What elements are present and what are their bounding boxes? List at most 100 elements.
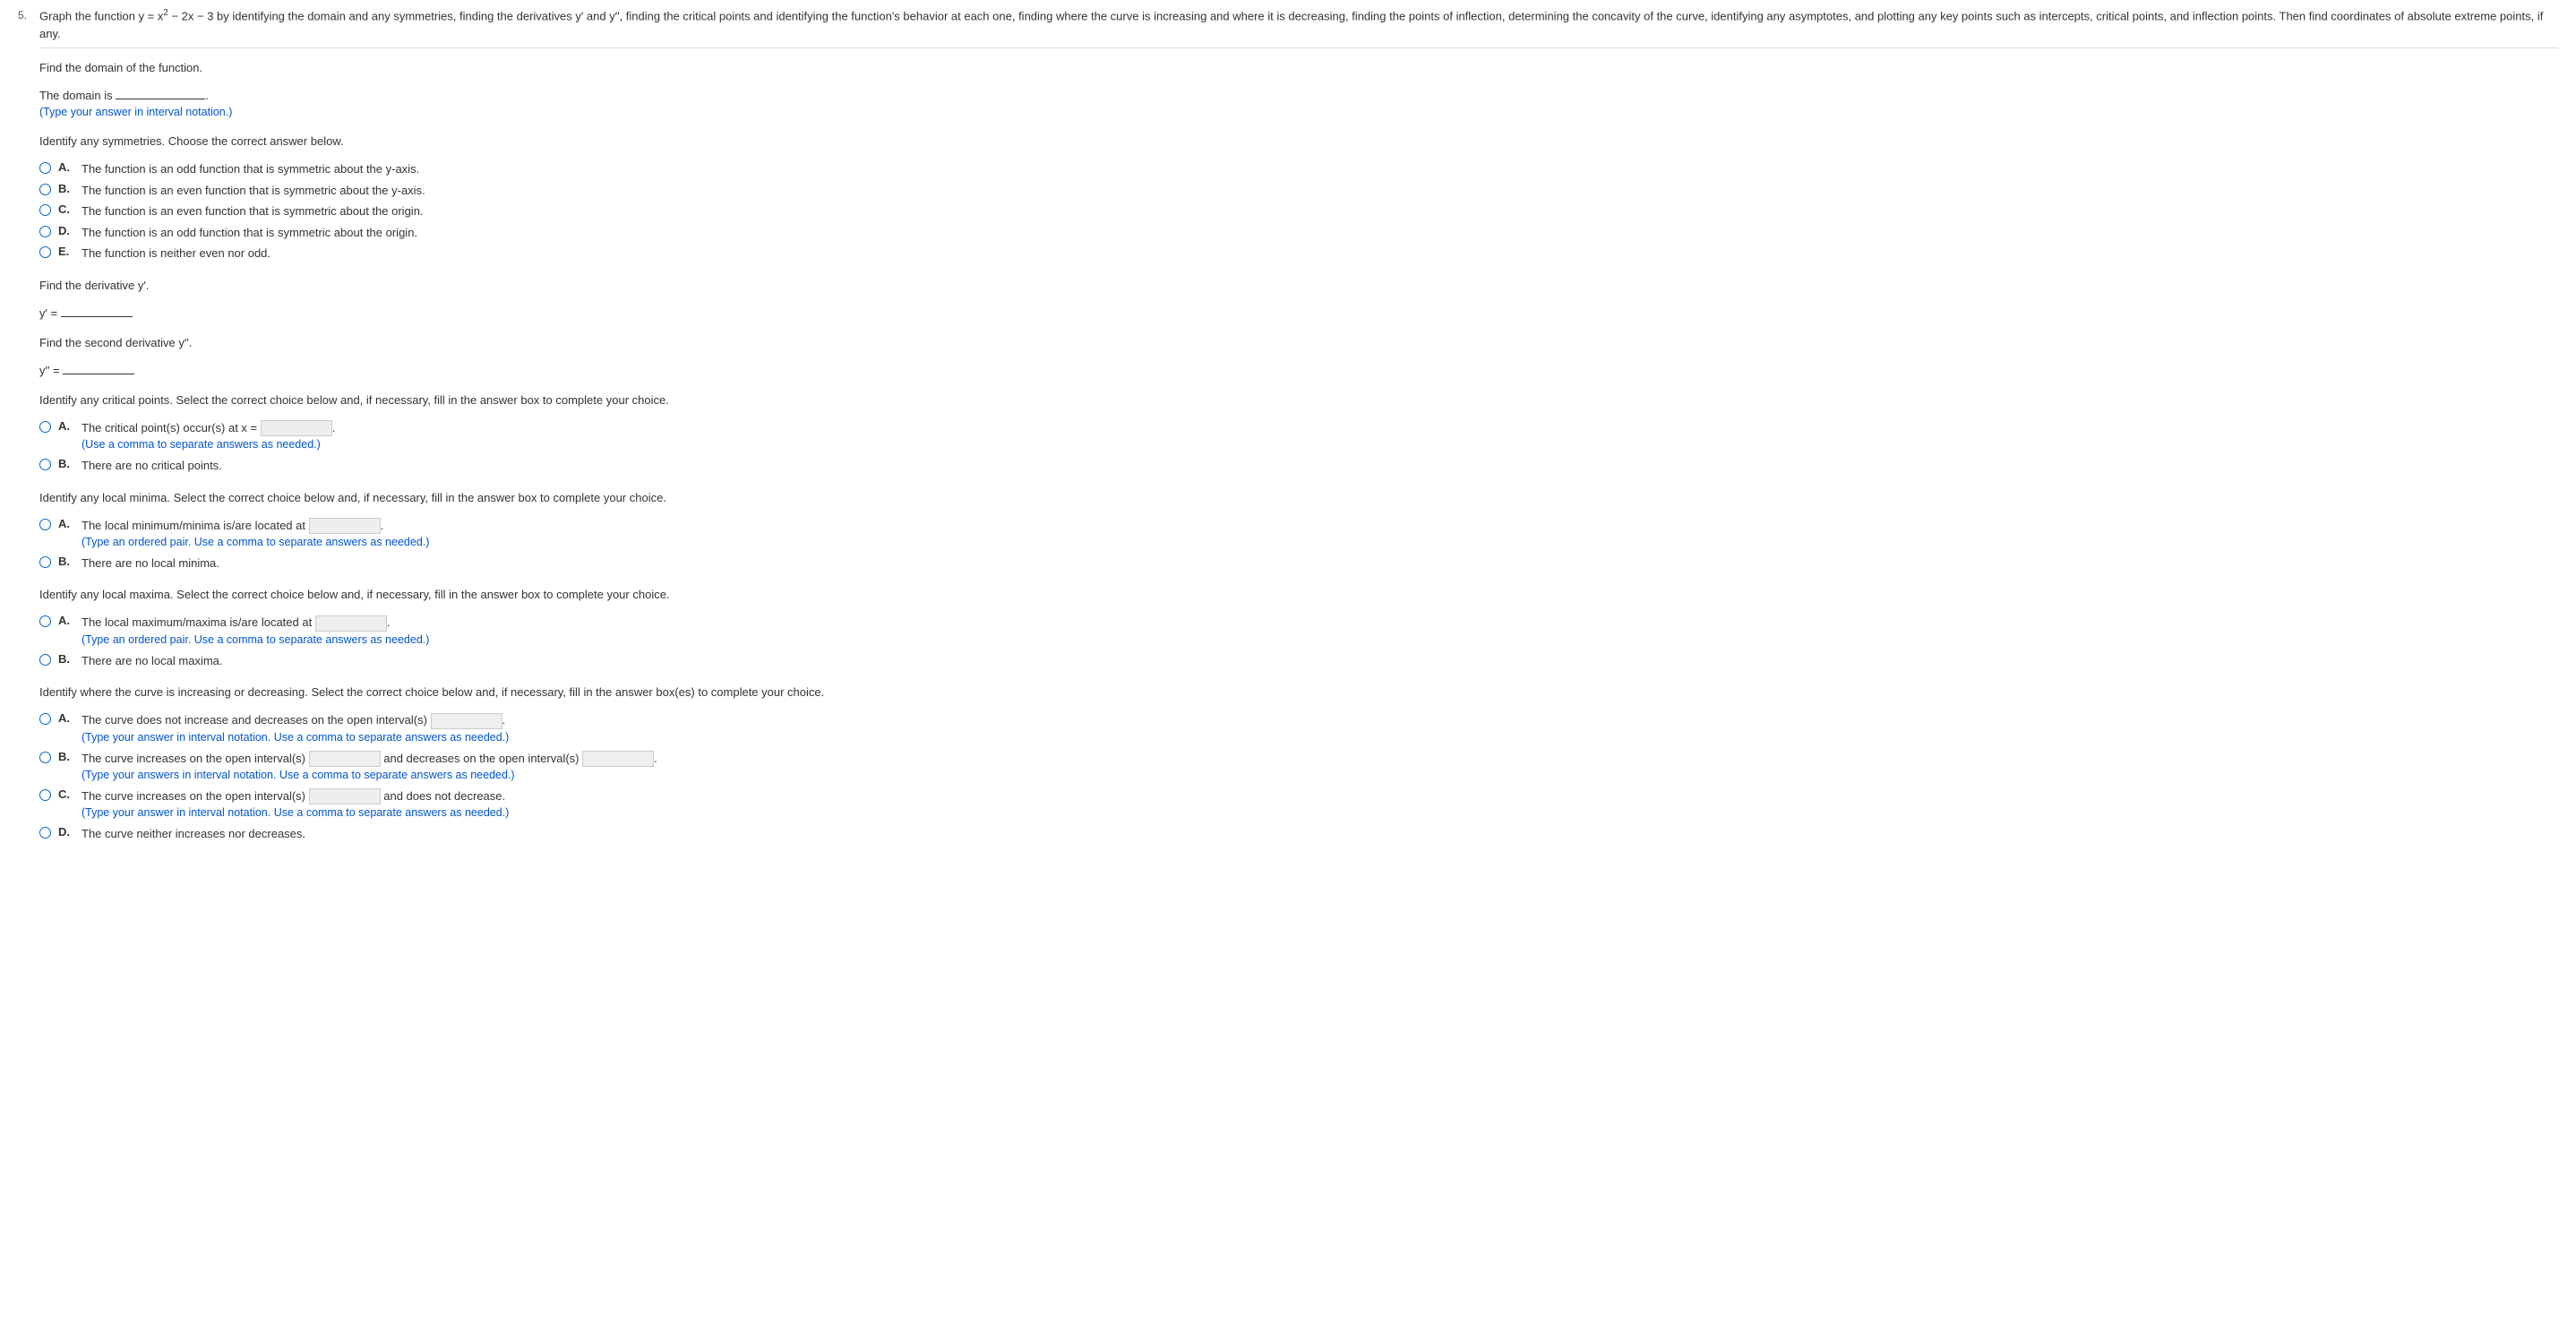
radio-symmetry-a[interactable] <box>39 162 51 174</box>
incdec-b-mid: and decreases on the open interval(s) <box>381 752 582 765</box>
label-b: B. <box>58 555 74 568</box>
label-c: C. <box>58 787 74 801</box>
label-a: A. <box>58 517 74 530</box>
label-d: D. <box>58 825 74 839</box>
domain-answer-line: The domain is . <box>39 87 2558 102</box>
domain-prompt: Find the domain of the function. <box>39 61 2558 74</box>
symmetry-choice-c: C. The function is an even function that… <box>39 202 2558 220</box>
symmetry-prompt: Identify any symmetries. Choose the corr… <box>39 134 2558 148</box>
question-number: 5. <box>18 7 39 859</box>
deriv1-section: Find the derivative y′. y′ = <box>39 279 2558 320</box>
deriv1-input[interactable] <box>61 305 133 317</box>
localmax-section: Identify any local maxima. Select the co… <box>39 588 2558 669</box>
localmax-a-hint: (Type an ordered pair. Use a comma to se… <box>82 632 2558 649</box>
incdec-section: Identify where the curve is increasing o… <box>39 685 2558 842</box>
incdec-choice-c: C. The curve increases on the open inter… <box>39 787 2558 822</box>
incdec-b-input1[interactable] <box>309 751 381 767</box>
period: . <box>654 752 657 765</box>
localmax-choice-b: B. There are no local maxima. <box>39 652 2558 670</box>
symmetry-choices: A. The function is an odd function that … <box>39 160 2558 262</box>
domain-hint: (Type your answer in interval notation.) <box>39 106 2558 118</box>
incdec-b-hint: (Type your answers in interval notation.… <box>82 767 2558 784</box>
localmax-a-input[interactable] <box>315 615 387 632</box>
critical-prompt: Identify any critical points. Select the… <box>39 393 2558 407</box>
divider <box>39 47 2558 48</box>
radio-incdec-a[interactable] <box>39 713 51 725</box>
domain-label: The domain is <box>39 89 116 102</box>
radio-localmax-a[interactable] <box>39 615 51 627</box>
deriv1-prompt: Find the derivative y′. <box>39 279 2558 292</box>
localmax-choices: A. The local maximum/maxima is/are locat… <box>39 614 2558 669</box>
radio-symmetry-c[interactable] <box>39 204 51 216</box>
radio-incdec-d[interactable] <box>39 827 51 839</box>
localmax-a-text: The local maximum/maxima is/are located … <box>82 614 2558 648</box>
label-a: A. <box>58 614 74 627</box>
localmin-a-hint: (Type an ordered pair. Use a comma to se… <box>82 534 2558 551</box>
incdec-choice-a: A. The curve does not increase and decre… <box>39 711 2558 745</box>
incdec-d-text: The curve neither increases nor decrease… <box>82 825 2558 843</box>
localmin-section: Identify any local minima. Select the co… <box>39 491 2558 572</box>
radio-incdec-c[interactable] <box>39 789 51 801</box>
period: . <box>387 615 391 629</box>
deriv2-input[interactable] <box>63 362 134 374</box>
localmin-choice-a: A. The local minimum/minima is/are locat… <box>39 517 2558 551</box>
deriv1-answer: y′ = <box>39 305 2558 320</box>
localmax-prompt: Identify any local maxima. Select the co… <box>39 588 2558 601</box>
period: . <box>332 421 336 434</box>
label-b: B. <box>58 457 74 470</box>
question-container: 5. Graph the function y = x2 − 2x − 3 by… <box>18 7 2558 859</box>
deriv2-prompt: Find the second derivative y′′. <box>39 336 2558 349</box>
incdec-c-input[interactable] <box>309 788 381 804</box>
localmin-a-input[interactable] <box>309 518 381 534</box>
incdec-choices: A. The curve does not increase and decre… <box>39 711 2558 842</box>
localmin-b-text: There are no local minima. <box>82 555 2558 572</box>
localmax-choice-a: A. The local maximum/maxima is/are locat… <box>39 614 2558 648</box>
symmetry-d-text: The function is an odd function that is … <box>82 224 2558 242</box>
deriv1-label: y′ = <box>39 306 61 320</box>
period: . <box>381 519 384 532</box>
domain-input[interactable] <box>116 87 205 99</box>
radio-localmin-b[interactable] <box>39 556 51 568</box>
deriv2-section: Find the second derivative y′′. y′′ = <box>39 336 2558 377</box>
incdec-b-pre: The curve increases on the open interval… <box>82 752 309 765</box>
period: . <box>205 89 209 102</box>
label-a: A. <box>58 711 74 725</box>
localmin-a-pre: The local minimum/minima is/are located … <box>82 519 309 532</box>
incdec-b-input2[interactable] <box>582 751 654 767</box>
symmetry-c-text: The function is an even function that is… <box>82 202 2558 220</box>
incdec-a-input[interactable] <box>431 713 502 729</box>
radio-localmin-a[interactable] <box>39 519 51 530</box>
radio-symmetry-e[interactable] <box>39 246 51 258</box>
critical-choices: A. The critical point(s) occur(s) at x =… <box>39 419 2558 475</box>
critical-choice-a: A. The critical point(s) occur(s) at x =… <box>39 419 2558 453</box>
label-e: E. <box>58 245 74 258</box>
symmetry-choice-b: B. The function is an even function that… <box>39 182 2558 200</box>
label-c: C. <box>58 202 74 216</box>
incdec-prompt: Identify where the curve is increasing o… <box>39 685 2558 699</box>
incdec-choice-d: D. The curve neither increases nor decre… <box>39 825 2558 843</box>
symmetry-choice-a: A. The function is an odd function that … <box>39 160 2558 178</box>
radio-localmax-b[interactable] <box>39 654 51 666</box>
radio-symmetry-b[interactable] <box>39 184 51 195</box>
localmin-choice-b: B. There are no local minima. <box>39 555 2558 572</box>
radio-critical-b[interactable] <box>39 459 51 470</box>
symmetry-choice-e: E. The function is neither even nor odd. <box>39 245 2558 262</box>
critical-a-hint: (Use a comma to separate answers as need… <box>82 436 2558 453</box>
critical-a-input[interactable] <box>261 420 332 436</box>
radio-symmetry-d[interactable] <box>39 226 51 237</box>
critical-choice-b: B. There are no critical points. <box>39 457 2558 475</box>
incdec-a-pre: The curve does not increase and decrease… <box>82 713 431 727</box>
critical-b-text: There are no critical points. <box>82 457 2558 475</box>
radio-critical-a[interactable] <box>39 421 51 433</box>
critical-a-text: The critical point(s) occur(s) at x = . … <box>82 419 2558 453</box>
localmin-a-text: The local minimum/minima is/are located … <box>82 517 2558 551</box>
radio-incdec-b[interactable] <box>39 752 51 763</box>
incdec-a-hint: (Type your answer in interval notation. … <box>82 729 2558 746</box>
symmetry-e-text: The function is neither even nor odd. <box>82 245 2558 262</box>
question-body: Graph the function y = x2 − 2x − 3 by id… <box>39 7 2558 859</box>
incdec-c-hint: (Type your answer in interval notation. … <box>82 804 2558 822</box>
symmetry-choice-d: D. The function is an odd function that … <box>39 224 2558 242</box>
localmin-prompt: Identify any local minima. Select the co… <box>39 491 2558 504</box>
incdec-c-pre: The curve increases on the open interval… <box>82 789 309 803</box>
symmetry-b-text: The function is an even function that is… <box>82 182 2558 200</box>
